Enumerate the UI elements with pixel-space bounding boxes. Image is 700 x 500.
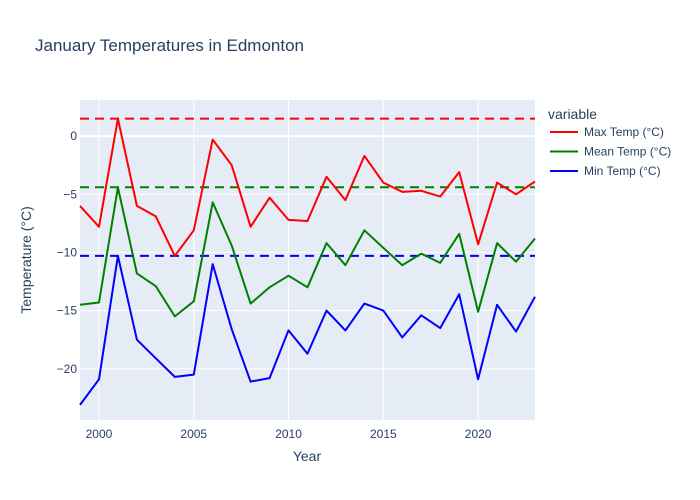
legend-item-label: Max Temp (°C) [584, 125, 664, 139]
legend-title: variable [548, 106, 597, 122]
reference-lines [80, 117, 535, 257]
series-lines [79, 117, 536, 406]
y-axis-title: Temperature (°C) [18, 206, 34, 314]
x-tick-label: 2005 [180, 427, 207, 441]
legend-item-label: Min Temp (°C) [584, 164, 661, 178]
y-tick-label: −10 [57, 245, 78, 259]
y-tick-label: 0 [70, 129, 77, 143]
y-tick-label: −20 [57, 362, 78, 376]
legend: variable Max Temp (°C) Mean Temp (°C) Min … [548, 106, 671, 178]
axis-ticks: 2000 2005 2010 2015 2020 0 −5 −10 −15 −20 [57, 129, 492, 441]
y-tick-label: −15 [57, 304, 78, 318]
legend-item-label: Mean Temp (°C) [584, 145, 671, 159]
x-tick-label: 2000 [86, 427, 113, 441]
series-line [79, 186, 536, 318]
gridlines [80, 100, 535, 420]
series-line [79, 117, 536, 257]
x-tick-label: 2010 [275, 427, 302, 441]
y-tick-label: −5 [63, 187, 77, 201]
series-line [79, 254, 536, 406]
chart-title: January Temperatures in Edmonton [35, 36, 304, 55]
x-tick-label: 2020 [465, 427, 492, 441]
plot-area [80, 100, 535, 420]
x-tick-label: 2015 [370, 427, 397, 441]
x-axis-title: Year [293, 448, 322, 464]
